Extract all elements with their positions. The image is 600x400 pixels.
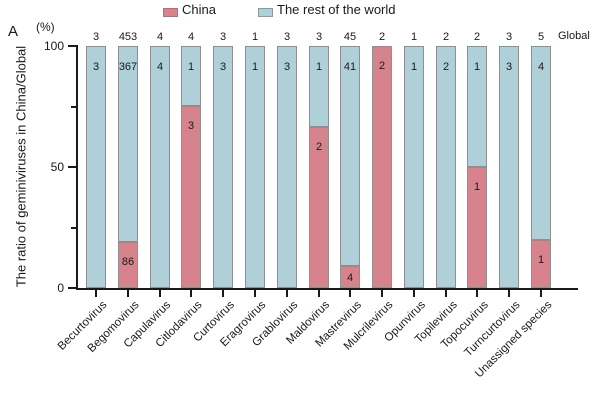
bar-segment-china bbox=[467, 167, 487, 288]
x-tick bbox=[508, 290, 510, 297]
bar-segment-rest-of-world bbox=[86, 46, 106, 288]
panel-label: A bbox=[8, 23, 19, 40]
bar-segment-count: 3 bbox=[92, 61, 100, 73]
bar-segment-count: 4 bbox=[156, 61, 164, 73]
bar-segment-china bbox=[118, 242, 138, 288]
x-tick bbox=[159, 290, 161, 297]
legend: China The rest of the world bbox=[0, 0, 600, 24]
y-major-tick-50 bbox=[68, 166, 76, 168]
x-tick bbox=[254, 290, 256, 297]
legend-label-china: China bbox=[182, 2, 216, 17]
y-minor-tick-75 bbox=[71, 106, 76, 108]
bar-segment-china bbox=[181, 106, 201, 288]
x-tick bbox=[127, 290, 129, 297]
bar-segment-count: 1 bbox=[410, 61, 418, 73]
bar-segment-count: 3 bbox=[219, 61, 227, 73]
bar-segment-rest-of-world bbox=[404, 46, 424, 288]
bar-segment-rest-of-world bbox=[118, 46, 138, 242]
bar-segment-count: 86 bbox=[121, 256, 135, 268]
bar-segment-count: 367 bbox=[118, 61, 138, 73]
bar-segment-count: 2 bbox=[442, 61, 450, 73]
bar-segment-count: 2 bbox=[315, 141, 323, 153]
y-major-tick-0 bbox=[68, 287, 76, 289]
x-tick bbox=[413, 290, 415, 297]
bar-global-count: 45 bbox=[343, 31, 357, 43]
bar-global-count: 3 bbox=[219, 31, 227, 43]
x-tick bbox=[286, 290, 288, 297]
y-axis-line bbox=[76, 45, 78, 290]
bar-global-count: 2 bbox=[442, 31, 450, 43]
bar-segment-count: 1 bbox=[473, 181, 481, 193]
legend-swatch-rest-of-world bbox=[258, 8, 273, 17]
bar-global-count: 2 bbox=[378, 31, 386, 43]
y-axis-title: The ratio of geminiviruses in China/Glob… bbox=[13, 45, 29, 288]
bar-segment-china bbox=[372, 46, 392, 288]
bar-segment-rest-of-world bbox=[340, 46, 360, 266]
bar-segment-rest-of-world bbox=[245, 46, 265, 288]
bar-segment-rest-of-world bbox=[436, 46, 456, 288]
bar-global-count: 2 bbox=[473, 31, 481, 43]
bar-segment-rest-of-world bbox=[499, 46, 519, 288]
bar-global-count: 3 bbox=[505, 31, 513, 43]
bar-global-count: 4 bbox=[187, 31, 195, 43]
x-tick bbox=[95, 290, 97, 297]
bar-segment-count: 3 bbox=[283, 61, 291, 73]
x-tick bbox=[381, 290, 383, 297]
bar-segment-china bbox=[531, 240, 551, 288]
bar-segment-count: 1 bbox=[537, 254, 545, 266]
bar-segment-rest-of-world bbox=[181, 46, 201, 106]
bar-global-count: 5 bbox=[537, 31, 545, 43]
bar-segment-rest-of-world bbox=[467, 46, 487, 167]
bar-segment-rest-of-world bbox=[213, 46, 233, 288]
bar-global-count: 3 bbox=[283, 31, 291, 43]
x-tick bbox=[445, 290, 447, 297]
y-minor-tick-25 bbox=[71, 227, 76, 229]
bar-segment-count: 41 bbox=[343, 61, 357, 73]
bar-global-count: 3 bbox=[92, 31, 100, 43]
bar-segment-rest-of-world bbox=[277, 46, 297, 288]
bar-global-count: 1 bbox=[251, 31, 259, 43]
bar-segment-count: 1 bbox=[315, 61, 323, 73]
bar-segment-count: 1 bbox=[187, 61, 195, 73]
x-tick bbox=[476, 290, 478, 297]
y-tick-label-100: 100 bbox=[43, 39, 64, 53]
bar-segment-count: 3 bbox=[505, 61, 513, 73]
bar-segment-rest-of-world bbox=[309, 46, 329, 127]
y-axis-unit: (%) bbox=[36, 20, 55, 34]
bar-segment-china bbox=[309, 127, 329, 288]
bar-global-count: 1 bbox=[410, 31, 418, 43]
bar-segment-rest-of-world bbox=[150, 46, 170, 288]
x-category-label: Turncurtovirus bbox=[462, 299, 523, 360]
x-tick bbox=[190, 290, 192, 297]
bar-global-count: 3 bbox=[315, 31, 323, 43]
y-tick-label-0: 0 bbox=[57, 281, 64, 295]
legend-swatch-china bbox=[163, 8, 178, 17]
bar-global-count: 4 bbox=[156, 31, 164, 43]
bar-segment-count: 4 bbox=[537, 61, 545, 73]
y-major-tick-100 bbox=[68, 45, 76, 47]
bar-segment-rest-of-world bbox=[531, 46, 551, 240]
bar-segment-count: 1 bbox=[251, 61, 259, 73]
bar-segment-china bbox=[340, 266, 360, 288]
x-tick bbox=[318, 290, 320, 297]
x-tick bbox=[222, 290, 224, 297]
bar-global-count: 453 bbox=[118, 31, 138, 43]
y-tick-label-50: 50 bbox=[50, 160, 64, 174]
bar-segment-count: 4 bbox=[346, 272, 354, 284]
x-axis-line bbox=[76, 288, 578, 290]
legend-label-rest-of-world: The rest of the world bbox=[277, 2, 396, 17]
bar-segment-count: 1 bbox=[473, 61, 481, 73]
x-tick bbox=[540, 290, 542, 297]
x-tick bbox=[349, 290, 351, 297]
bar-segment-count: 3 bbox=[187, 120, 195, 132]
bar-segment-count: 2 bbox=[378, 60, 386, 72]
global-row-label: Global bbox=[558, 30, 590, 42]
